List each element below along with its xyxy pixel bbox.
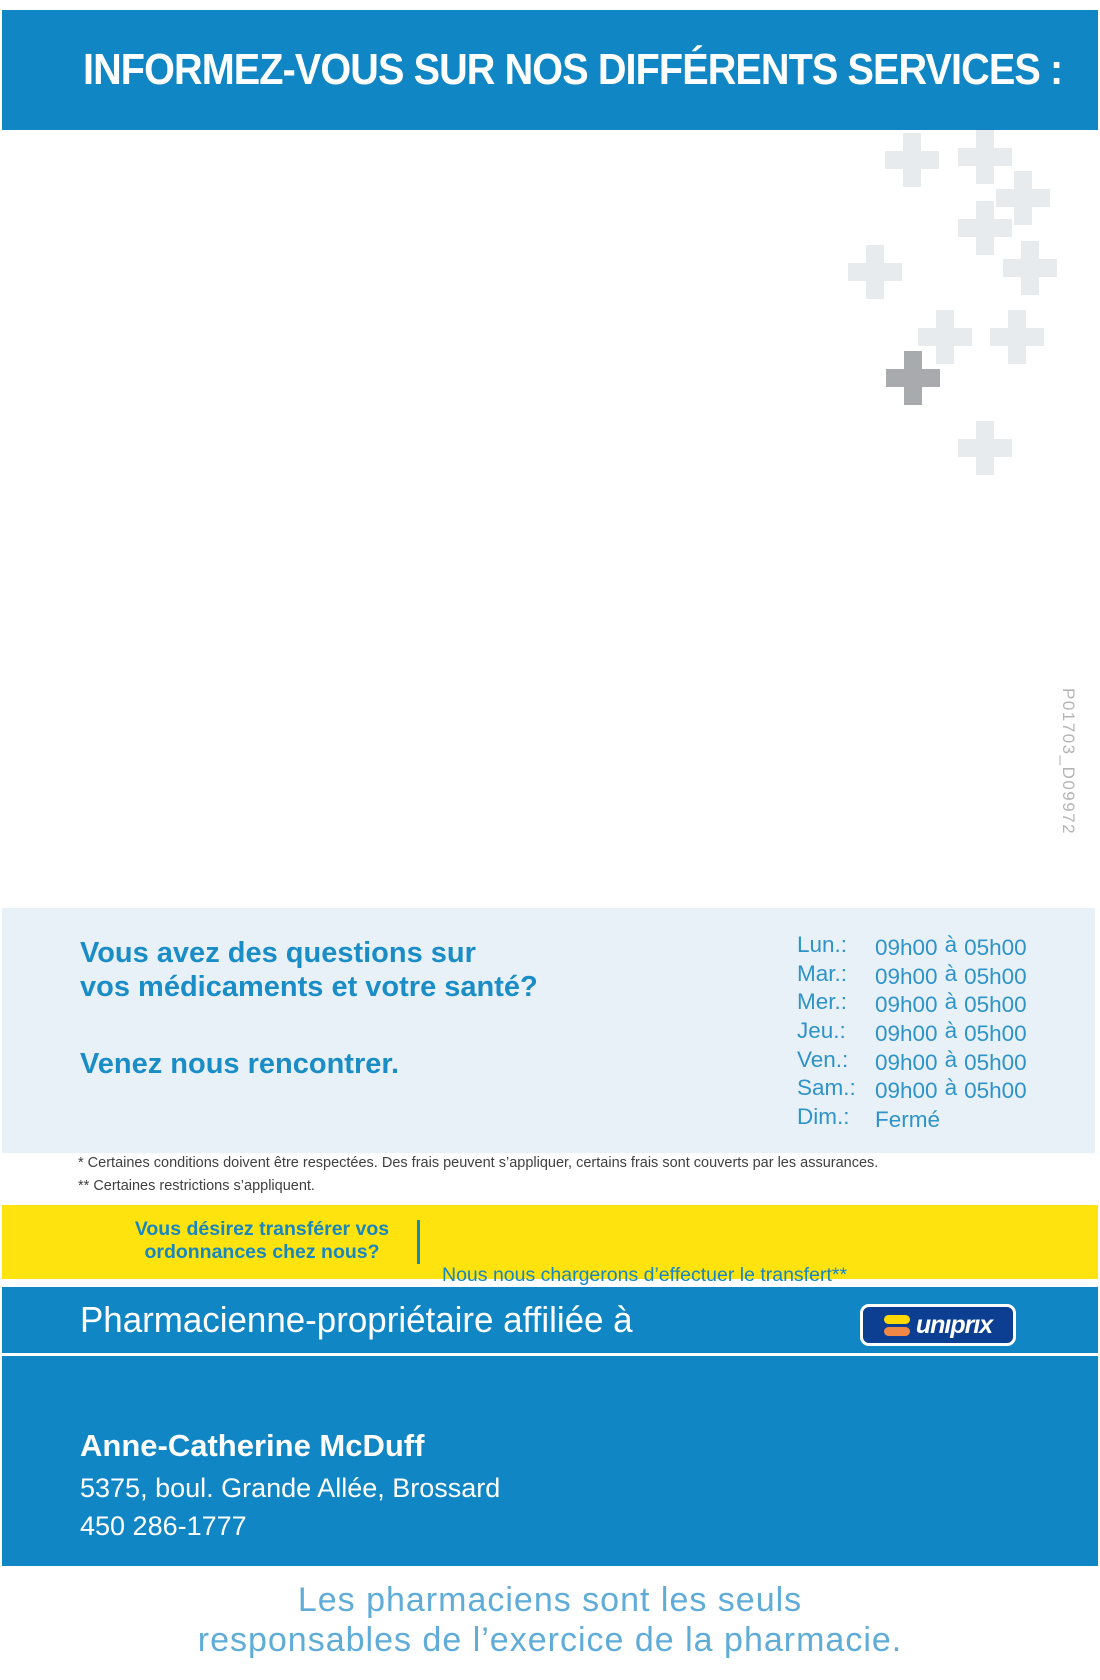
close-time: 05h00 [964,935,1027,960]
disclaimers: * Certaines conditions doivent être resp… [78,1152,878,1198]
uniprix-logo-text: unıprıx [915,1310,993,1339]
open-time: 09h00 [875,935,938,960]
hours-separator: à [944,1075,958,1101]
close-time: 05h00 [964,1078,1027,1104]
plus-icon [886,351,940,405]
hours-separator: à [944,1018,958,1044]
open-time: 09h00 [875,1078,938,1104]
open-time: 09h00 [875,992,938,1018]
logo-bar-yellow [883,1314,910,1324]
disclaimer-line1: * Certaines conditions doivent être resp… [78,1155,879,1171]
plus-icon [918,310,972,364]
day-label: Sam.: [797,1075,856,1101]
print-code: P01703_D09972 [1059,688,1078,836]
day-label: Mar.: [797,960,848,986]
plus-icon [885,133,939,187]
owner-address: 5375, boul. Grande Allée, Brossard [80,1473,501,1503]
hours-row: Jeu.: 09h00 à 05h00 [797,1018,1027,1047]
hours-row: Mer.: 09h00 à 05h00 [797,989,1027,1018]
uniprix-logo: unıprıx [860,1304,1016,1346]
plus-icon [990,310,1044,364]
transfer-question-line2: ordonnances chez nous? [144,1241,380,1263]
plus-icon [1003,241,1057,295]
close-time: 05h00 [964,963,1027,989]
hours-separator: à [944,1046,958,1072]
day-label: Mer.: [797,989,848,1015]
plus-icon [996,171,1050,225]
transfer-banner: Vous désirez transférer vos ordonnances … [2,1205,1098,1355]
close-time: 05h00 [964,992,1027,1018]
plus-icon [958,201,1012,255]
open-time: 09h00 [875,1049,938,1075]
day-label: Jeu.: [797,1018,846,1044]
hours-row: Ven.: 09h00 à 05h00 [797,1047,1027,1076]
opening-hours: Lun.: 09h00 à 05h00 Mar.: 09h00 à 05h00 Mer.: 0… [797,932,1027,1133]
day-label: Ven.: [797,1046,849,1072]
close-time: 05h00 [964,1021,1027,1047]
hours-row: Dim.: Fermé [797,1104,1027,1133]
footer-line2: responsables de l’exercice de la pharmac… [197,1621,903,1659]
affiliation-label: Pharmacienne-propriétaire affiliée à [80,1299,633,1340]
meet-us-text: Venez nous rencontrer. [80,1048,400,1080]
plus-icon [958,130,1012,184]
close-time: 05h00 [964,1049,1027,1075]
pharmacy-info-block: Pharmacienne-propriétaire affiliée à unı… [2,1287,1098,1566]
open-time: 09h00 [875,963,938,989]
footer-line1: Les pharmaciens sont les seuls [297,1581,803,1619]
owner-name: Anne-Catherine McDuff [80,1428,425,1463]
question-heading: Vous avez des questions sur vos médicame… [80,936,538,1004]
hours-separator: à [944,989,958,1015]
plus-icon [958,421,1012,475]
closed-label: Fermé [875,1107,941,1133]
open-time: 09h00 [875,1021,938,1047]
owner-phone: 450 286-1777 [80,1511,247,1541]
hours-separator: à [944,960,958,986]
transfer-question-line1: Vous désirez transférer vos [134,1218,390,1240]
divider-line [2,1353,1098,1356]
transfer-answer-line1: Nous nous chargerons d’effectuer le tran… [442,1264,848,1286]
hours-row: Mar.: 09h00 à 05h00 [797,961,1027,990]
hours-row: Sam.: 09h00 à 05h00 [797,1075,1027,1104]
disclaimer-line2: ** Certaines restrictions s’appliquent. [78,1178,315,1194]
info-panel: Vous avez des questions sur vos médicame… [2,908,1095,1153]
header-band: INFORMEZ-VOUS SUR NOS DIFFÉRENTS SERVICE… [2,10,1098,130]
hours-row: Lun.: 09h00 à 05h00 [797,932,1027,961]
question-line2: vos médicaments et votre santé? [80,971,538,1003]
hours-separator: à [944,932,958,957]
plus-icon [848,245,902,299]
uniprix-bars-icon [883,1314,910,1337]
day-label: Lun.: [797,932,848,957]
day-label: Dim.: [797,1104,850,1130]
logo-bar-orange [883,1326,910,1336]
page-title: INFORMEZ-VOUS SUR NOS DIFFÉRENTS SERVICE… [83,45,1063,94]
footer-note: Les pharmaciens sont les seuls responsab… [0,1580,1100,1660]
transfer-question: Vous désirez transférer vos ordonnances … [97,1218,427,1264]
vertical-divider [417,1220,420,1264]
question-line1: Vous avez des questions sur [80,937,476,969]
